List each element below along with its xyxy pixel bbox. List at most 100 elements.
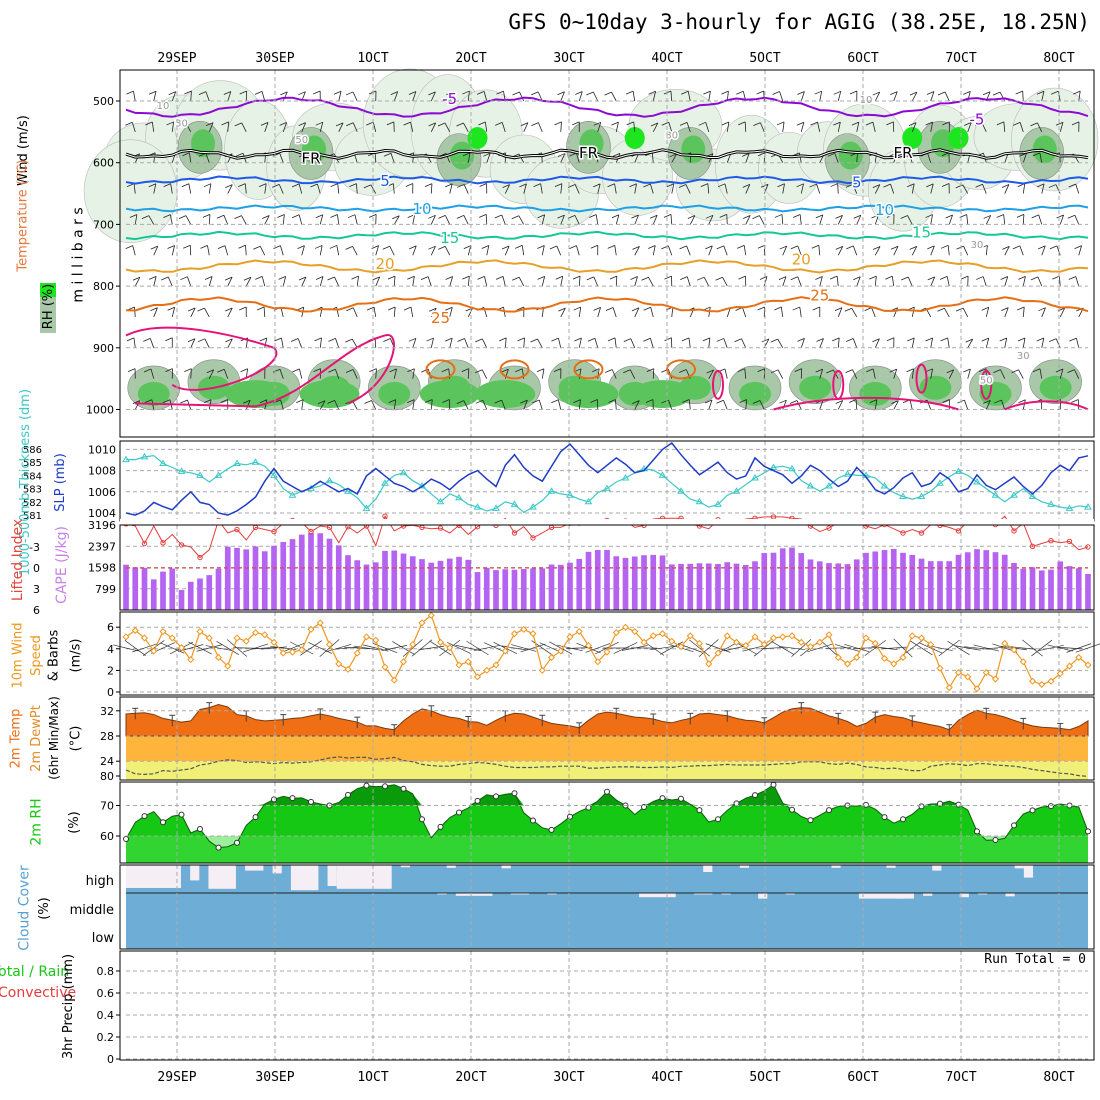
wind-barb <box>1041 91 1045 102</box>
wind-barb-flag <box>240 368 248 373</box>
wind-barb <box>299 368 303 379</box>
wind-barb-flag <box>345 246 353 250</box>
rh2m-point <box>493 793 499 800</box>
wind-barb-flag <box>1055 368 1064 373</box>
wind-barb-flag <box>631 307 640 312</box>
wind10m-barb <box>705 643 731 653</box>
wind-barb <box>893 400 899 410</box>
cloud-cover-gap <box>272 865 282 874</box>
wind-barb <box>837 121 841 132</box>
wind-barb-flag <box>872 184 880 189</box>
wind-barb <box>261 91 266 102</box>
wind10m-barb <box>973 644 999 652</box>
wind-barb <box>985 338 990 348</box>
wind-barb <box>519 91 525 102</box>
cloud-row-label: high <box>86 874 114 889</box>
wind-barb-flag <box>982 91 991 96</box>
wind-barb <box>171 307 176 318</box>
wind-barb-flag <box>643 306 651 311</box>
cloud-cover-gap <box>785 893 795 895</box>
wind10m-speed-point <box>279 649 287 657</box>
precip-tick-label: 0.2 <box>97 1031 115 1044</box>
cape-bar <box>613 556 620 610</box>
wind-barb-flag <box>531 91 539 96</box>
thickness-point <box>381 479 389 486</box>
thickness-point <box>473 503 482 510</box>
wind-barb <box>518 215 525 225</box>
thickness-point <box>159 459 167 466</box>
rh2m-point <box>678 795 684 802</box>
wind-barb <box>430 122 437 133</box>
wind10m-speed-point <box>594 658 602 666</box>
wind-barb <box>982 184 987 194</box>
wind-barb-flag <box>809 183 817 188</box>
wind-barb <box>245 277 252 287</box>
wind-barb <box>652 368 655 379</box>
wind-barb <box>668 399 673 410</box>
rh-contour-high <box>579 129 604 158</box>
wind10m-barb <box>188 641 212 655</box>
wind-barb-flag <box>475 338 483 343</box>
wind-barb <box>375 368 377 379</box>
lifted-index-point <box>1048 538 1054 544</box>
wind-barb <box>944 91 950 102</box>
wind-barb-flag <box>630 276 638 280</box>
wind-barb-flag <box>641 276 649 281</box>
wind-barb-flag <box>705 245 713 250</box>
wind10m-speed-point <box>1010 646 1018 654</box>
wind10m-speed-point <box>695 639 704 647</box>
contour-label: 50 <box>295 135 308 146</box>
wind-barb-flag <box>558 307 566 312</box>
temp-axis-label-1: 2m Temp <box>8 708 24 768</box>
rh2m-point <box>123 836 129 843</box>
wind-barb <box>1059 368 1064 379</box>
temp-axis-label-2: 2m DewPt <box>28 704 44 772</box>
wind-barb-flag <box>386 183 394 187</box>
wind-barb-flag <box>462 275 470 280</box>
wind-barb-flag <box>666 183 674 188</box>
wind10m-speed-point <box>936 664 944 672</box>
wind-barb-flag <box>239 90 247 95</box>
wind-barb <box>741 338 747 348</box>
cloud-cover-gap <box>932 865 942 871</box>
wind10m-barb <box>844 644 870 652</box>
wind-barb <box>190 368 192 379</box>
wind-barb <box>763 90 765 102</box>
lifted-index-point <box>900 530 906 536</box>
cape-tick-label: 1598 <box>88 562 116 575</box>
pressure-tick-label: 700 <box>93 218 114 231</box>
wind-barb <box>134 214 138 225</box>
wind-barb-flag <box>501 368 509 373</box>
wind-barb <box>264 215 270 225</box>
wind-barb <box>153 183 157 194</box>
wind-barb-flag <box>697 276 705 281</box>
wind-barb <box>578 337 582 348</box>
contour-label: 10 <box>412 200 431 218</box>
cloud-row-label: low <box>92 931 115 946</box>
wind-barb-flag <box>604 91 612 96</box>
rh2m-point <box>363 782 370 789</box>
wind-barb-flag <box>794 368 802 373</box>
wind-barb <box>745 184 751 194</box>
wind-barb-flag <box>1018 275 1026 280</box>
wind-barb <box>537 338 543 348</box>
wind10m-speed-point <box>436 638 445 646</box>
wind-barb-flag <box>979 368 987 373</box>
wind-barb <box>967 338 974 348</box>
wind-barb <box>556 245 562 256</box>
wind10m-speed-point <box>270 638 278 646</box>
wind-barb-flag <box>220 399 228 403</box>
thickness-point <box>899 492 907 499</box>
wind-barb <box>372 122 377 132</box>
wind-barb-flag <box>200 245 208 249</box>
thickness-point <box>806 482 815 489</box>
wind10m-barb <box>871 645 898 651</box>
thickness-point <box>843 470 852 477</box>
contour-label: 30 <box>665 131 678 142</box>
wind-barb-flag <box>442 399 450 403</box>
wind-barb <box>855 399 858 410</box>
wind-barb <box>872 368 876 379</box>
thickness-point <box>732 487 741 494</box>
wind-barb <box>1004 337 1008 348</box>
wind-barb-flag <box>844 307 852 312</box>
